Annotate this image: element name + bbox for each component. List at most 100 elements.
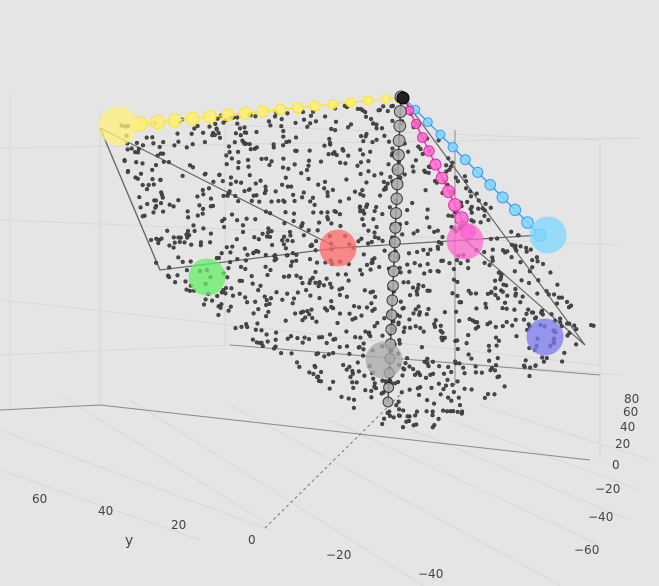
- cloud-point: [541, 359, 546, 364]
- cloud-point: [290, 259, 295, 264]
- cloud-point: [425, 361, 430, 366]
- cloud-point: [421, 284, 426, 289]
- cloud-point: [264, 302, 269, 308]
- cloud-point: [344, 344, 350, 349]
- cloud-point: [285, 238, 290, 243]
- cloud-point: [220, 179, 225, 184]
- series-marker: [385, 309, 398, 321]
- cloud-point: [175, 131, 180, 136]
- cloud-point: [300, 318, 305, 323]
- cloud-point: [230, 244, 235, 249]
- cloud-point: [219, 251, 224, 256]
- cloud-point: [318, 379, 324, 384]
- cloud-point: [317, 296, 322, 301]
- cloud-point: [374, 122, 379, 127]
- cloud-point: [171, 245, 176, 250]
- series-marker: [385, 323, 397, 336]
- cloud-point: [455, 338, 460, 343]
- cloud-point: [489, 289, 494, 294]
- cloud-point: [180, 173, 185, 178]
- cloud-point: [527, 269, 532, 274]
- cloud-point: [469, 387, 474, 392]
- cloud-point: [455, 179, 460, 184]
- cloud-point: [224, 245, 229, 250]
- cloud-point: [144, 187, 150, 192]
- cloud-point: [189, 242, 194, 247]
- cloud-point: [331, 350, 336, 356]
- cloud-point: [313, 365, 318, 370]
- cloud-point: [559, 359, 565, 364]
- cloud-point: [264, 314, 269, 319]
- cloud-point: [183, 279, 188, 284]
- cloud-point: [509, 242, 514, 247]
- cloud-point: [363, 114, 369, 119]
- cloud-point: [554, 301, 560, 306]
- cloud-point: [343, 272, 348, 277]
- cloud-point: [348, 122, 354, 127]
- cloud-point: [159, 236, 164, 241]
- cloud-point: [499, 274, 504, 279]
- cloud-point: [310, 275, 315, 280]
- cloud-point: [351, 385, 356, 390]
- cloud-point: [311, 371, 316, 377]
- cloud-point: [195, 123, 200, 129]
- cloud-point: [493, 286, 498, 291]
- cloud-point: [217, 172, 222, 178]
- cloud-point: [426, 170, 431, 175]
- cloud-point: [372, 235, 377, 240]
- cloud-point: [455, 293, 460, 298]
- series-marker: [382, 396, 394, 408]
- cloud-point: [312, 202, 317, 207]
- cloud-point: [451, 277, 456, 282]
- cloud-point: [292, 198, 297, 204]
- cloud-point: [350, 380, 355, 385]
- cloud-point: [350, 368, 355, 374]
- cloud-point: [291, 192, 296, 197]
- cloud-point: [424, 215, 430, 220]
- cloud-point: [201, 302, 207, 307]
- grid-line: [229, 404, 561, 586]
- cloud-point: [458, 261, 463, 266]
- cloud-point: [329, 285, 334, 290]
- cloud-point: [282, 234, 287, 239]
- cloud-point: [215, 293, 220, 299]
- cloud-point: [176, 235, 181, 240]
- cloud-point: [416, 282, 421, 287]
- cloud-point: [391, 415, 396, 420]
- cloud-point: [283, 210, 288, 215]
- cloud-point: [309, 307, 314, 312]
- cloud-point: [353, 335, 358, 340]
- cloud-point: [264, 156, 269, 161]
- cloud-point: [374, 224, 379, 230]
- cloud-point: [429, 385, 434, 390]
- cloud-point: [526, 307, 531, 312]
- cloud-point: [195, 213, 200, 218]
- cloud-point: [518, 244, 523, 249]
- cloud-point: [208, 204, 213, 209]
- cloud-point: [358, 160, 364, 165]
- cloud-point: [450, 382, 455, 387]
- cloud-point: [407, 364, 412, 369]
- cloud-point: [469, 210, 474, 215]
- cloud-point: [281, 143, 286, 148]
- cloud-point: [177, 239, 182, 245]
- cloud-point: [315, 375, 320, 380]
- cloud-point: [236, 160, 241, 165]
- cloud-point: [405, 262, 410, 267]
- z-tick-label: 80: [624, 392, 639, 406]
- cloud-point: [363, 134, 368, 139]
- cloud-point: [151, 182, 156, 187]
- cloud-point: [236, 199, 241, 204]
- cloud-point: [150, 167, 155, 172]
- cloud-point: [271, 142, 276, 147]
- series-marker: [386, 294, 399, 307]
- cloud-point: [414, 422, 419, 427]
- cloud-point: [343, 161, 348, 166]
- cloud-point: [202, 140, 207, 145]
- cloud-point: [527, 373, 532, 379]
- cloud-point: [555, 282, 560, 287]
- cloud-point: [188, 259, 193, 264]
- cloud-point: [514, 334, 519, 339]
- cloud-point: [125, 147, 130, 152]
